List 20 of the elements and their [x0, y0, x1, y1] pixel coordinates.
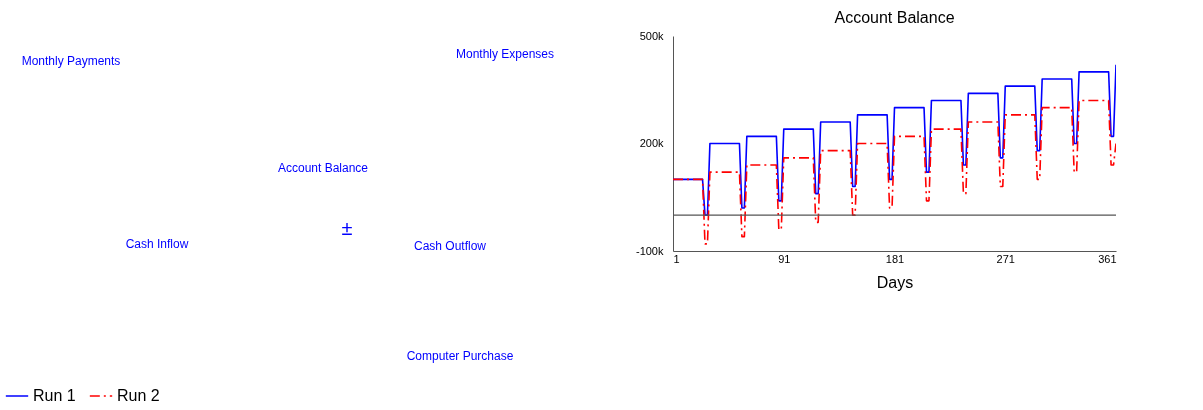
legend-label: Run 1 [33, 387, 76, 404]
x-tick-label: 271 [996, 252, 1015, 265]
y-tick-label: -100k [635, 244, 664, 257]
x-tick-label: 91 [778, 252, 791, 265]
text: Cash Inflow [125, 237, 189, 251]
text: Account Balance [277, 161, 369, 175]
text: Cash Outflow [413, 239, 487, 253]
legend-label: Run 2 [117, 387, 160, 404]
chart-title: Account Balance [834, 9, 955, 26]
y-tick-label: 500k [639, 29, 664, 42]
x-axis-title: Days [876, 273, 914, 291]
text: ± [341, 217, 353, 239]
text: Monthly Payments [21, 54, 121, 68]
line-series [673, 99, 1116, 245]
x-tick-label: 1 [673, 252, 680, 265]
y-tick-label: 200k [639, 137, 664, 149]
x-tick-label: 361 [1098, 252, 1117, 265]
x-tick-label: 181 [885, 252, 905, 265]
text: Computer Purchase [406, 349, 514, 363]
text: Monthly Expenses [455, 47, 555, 61]
